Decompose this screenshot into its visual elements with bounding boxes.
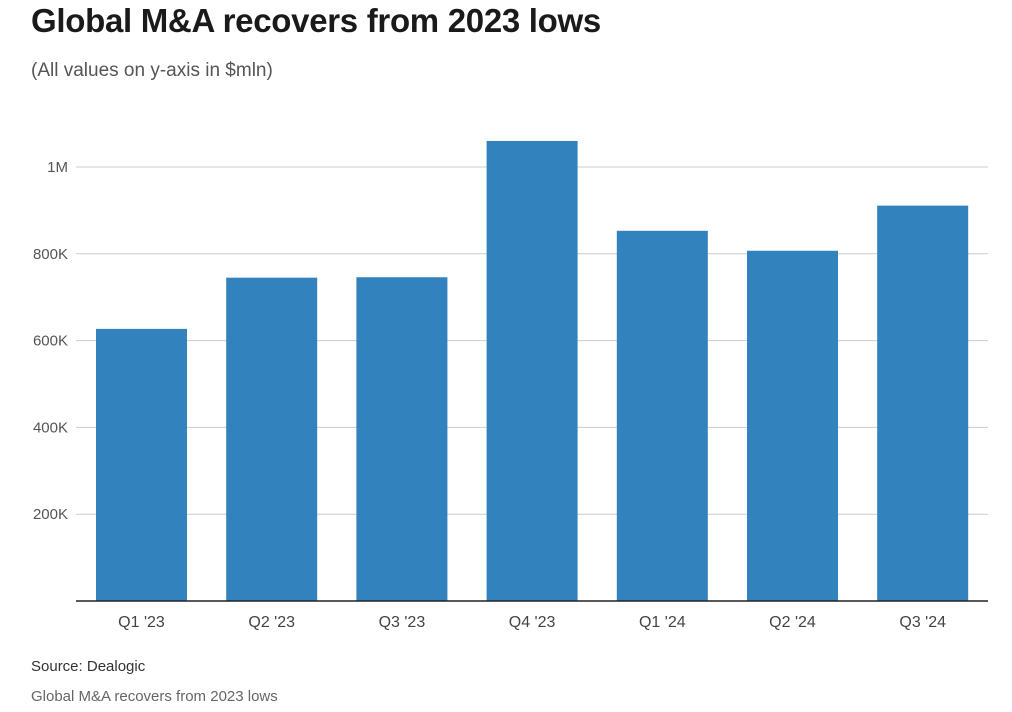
y-tick-label: 600K [33,333,68,350]
y-tick-label: 200K [33,506,68,523]
footer-caption: Global M&A recovers from 2023 lows [31,688,278,705]
x-tick-label: Q2 '23 [248,614,295,631]
bar [226,277,318,601]
x-tick-label: Q2 '24 [769,614,816,631]
x-tick-label: Q1 '24 [639,614,686,631]
bar [96,328,187,601]
bars [96,140,969,601]
bar [616,230,708,601]
x-tick-label: Q3 '24 [899,614,946,631]
chart-title: Global M&A recovers from 2023 lows [31,2,601,39]
bar [877,205,969,601]
chart-subtitle: (All values on y-axis in $mln) [31,60,273,81]
y-tick-label: 400K [33,419,68,436]
x-tick-label: Q3 '23 [379,614,426,631]
y-tick-labels: 200K 400K 600K 800K 1M [33,159,68,523]
bar [747,250,838,601]
y-tick-label: 1M [47,159,68,176]
x-tick-label: Q4 '23 [509,614,556,631]
x-tick-label: Q1 '23 [118,614,165,631]
bar [356,277,448,601]
bar [486,140,578,601]
y-tick-label: 800K [33,246,68,263]
source-note: Source: Dealogic [31,658,146,675]
x-tick-labels: Q1 '23 Q2 '23 Q3 '23 Q4 '23 Q1 '24 Q2 '24 Q3 '… [118,614,946,631]
